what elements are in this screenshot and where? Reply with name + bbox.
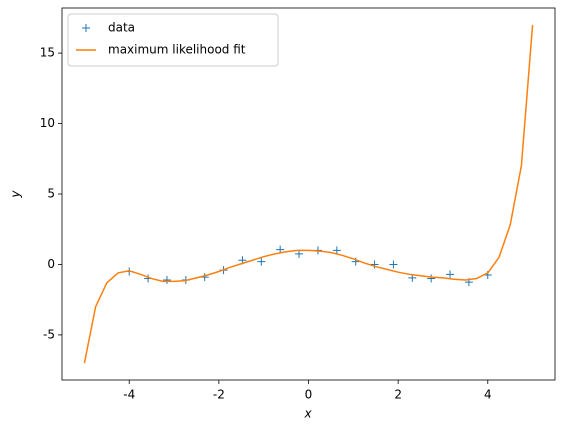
legend-label: data <box>108 21 135 35</box>
data-point <box>389 260 398 269</box>
data-point <box>332 246 341 255</box>
y-tick-label: 0 <box>47 257 55 271</box>
x-tick-label: 2 <box>394 388 402 402</box>
y-tick-label: 10 <box>40 116 55 130</box>
x-tick-label: -4 <box>123 388 135 402</box>
data-point <box>370 260 379 269</box>
data-point <box>162 275 171 284</box>
plot-frame <box>61 7 556 381</box>
data-point <box>446 270 455 279</box>
legend-marker <box>82 24 90 32</box>
y-tick-label: -5 <box>43 327 55 341</box>
y-tick-label: 15 <box>40 46 55 60</box>
x-tick-label: 0 <box>305 388 313 402</box>
fit-line <box>83 24 534 364</box>
data-point <box>257 257 266 266</box>
data-point <box>427 274 436 283</box>
y-tick-label: 5 <box>47 187 55 201</box>
y-axis-label: y <box>9 190 23 199</box>
data-point <box>295 249 304 258</box>
x-tick-label: -2 <box>213 388 225 402</box>
legend-box <box>67 13 279 67</box>
x-axis-label: x <box>303 407 312 421</box>
x-tick-label: 4 <box>484 388 492 402</box>
legend-label: maximum likelihood fit <box>108 43 246 57</box>
